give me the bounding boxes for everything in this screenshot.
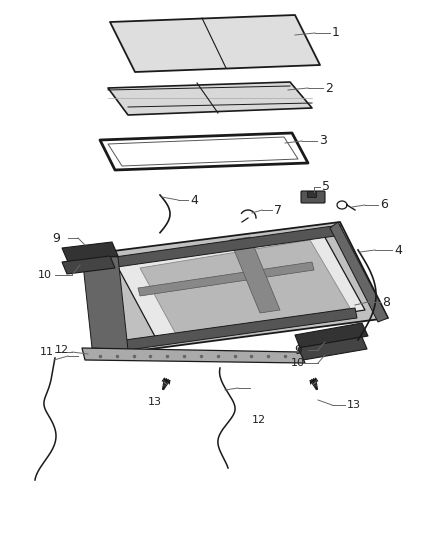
Text: 4: 4 (190, 193, 198, 206)
Polygon shape (140, 240, 350, 338)
Text: 11: 11 (40, 347, 54, 357)
Text: 10: 10 (38, 270, 52, 280)
Text: 8: 8 (382, 295, 390, 309)
Polygon shape (108, 82, 312, 115)
Text: 7: 7 (274, 204, 282, 216)
FancyBboxPatch shape (307, 191, 317, 198)
Polygon shape (110, 15, 320, 72)
Text: 13: 13 (347, 400, 361, 410)
Text: 12: 12 (252, 415, 266, 425)
Polygon shape (82, 255, 128, 350)
FancyBboxPatch shape (301, 191, 325, 203)
Text: 5: 5 (322, 181, 330, 193)
Text: 2: 2 (325, 82, 333, 94)
Polygon shape (108, 137, 298, 166)
Polygon shape (138, 262, 314, 296)
Polygon shape (62, 256, 115, 274)
Polygon shape (295, 323, 368, 348)
Polygon shape (100, 133, 308, 170)
Text: 12: 12 (55, 345, 69, 355)
Text: 13: 13 (148, 397, 162, 407)
Text: 4: 4 (394, 244, 402, 256)
Text: 6: 6 (380, 198, 388, 212)
Polygon shape (125, 308, 357, 350)
Text: 1: 1 (332, 27, 340, 39)
Polygon shape (115, 232, 365, 342)
Polygon shape (298, 337, 367, 360)
Text: 9: 9 (294, 343, 302, 357)
Text: 3: 3 (319, 134, 327, 148)
Polygon shape (115, 225, 342, 267)
Polygon shape (230, 237, 280, 313)
Text: 9: 9 (52, 231, 60, 245)
Polygon shape (82, 222, 388, 352)
Text: 10: 10 (291, 358, 305, 368)
Polygon shape (62, 242, 118, 262)
Polygon shape (82, 348, 305, 363)
Polygon shape (330, 222, 388, 322)
